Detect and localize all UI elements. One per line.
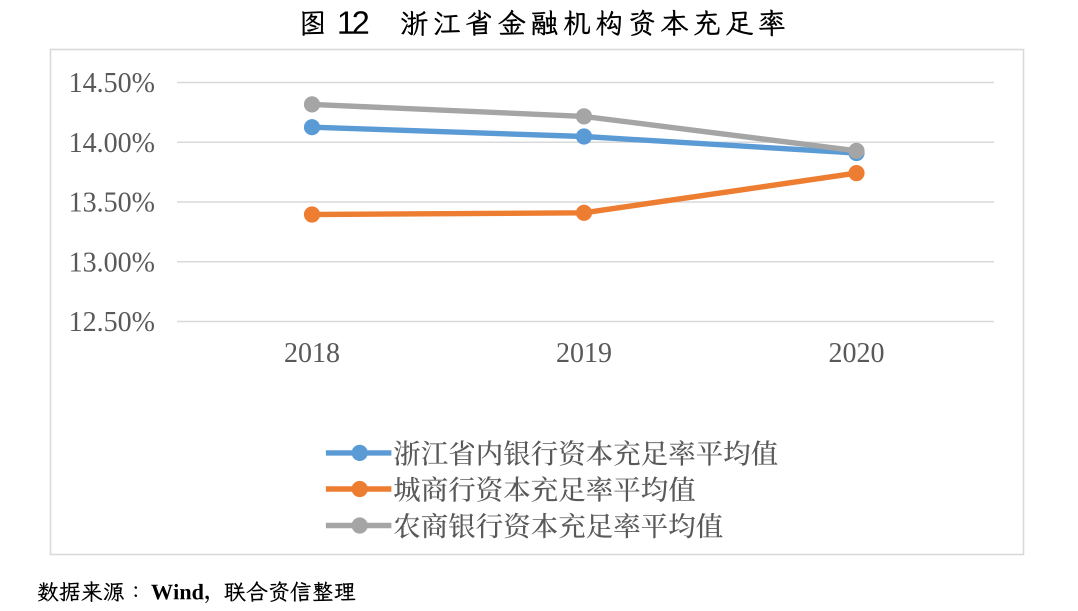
svg-text:14.00%: 14.00% bbox=[69, 128, 155, 159]
svg-text:14.50%: 14.50% bbox=[69, 68, 155, 99]
svg-text:2019: 2019 bbox=[556, 338, 612, 369]
svg-text:13.00%: 13.00% bbox=[69, 247, 155, 278]
svg-text:13.50%: 13.50% bbox=[69, 188, 155, 219]
svg-text:2020: 2020 bbox=[829, 338, 885, 369]
svg-text:2018: 2018 bbox=[284, 338, 340, 369]
svg-text:12.50%: 12.50% bbox=[69, 307, 155, 338]
